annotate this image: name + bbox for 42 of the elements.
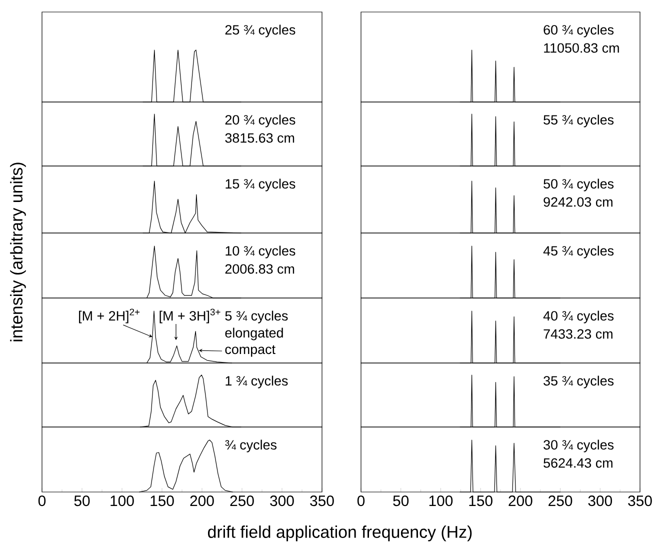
x-tick-label: 350 — [310, 496, 334, 506]
annotation: ¾ cycles — [225, 440, 277, 452]
x-tick-label: 300 — [270, 496, 294, 506]
annotation: 45 ¾ cycles — [543, 246, 614, 258]
x-tick-label: 150 — [150, 496, 174, 506]
x-tick-label: 250 — [548, 496, 572, 506]
text: 60 ¾ cycles — [544, 24, 614, 38]
x-tick-label: 0 — [38, 496, 46, 506]
annotation: 40 ¾ cycles — [543, 310, 614, 324]
x-tick-label: 150 — [469, 496, 492, 506]
annotation: 20 ¾ cycles — [225, 114, 296, 128]
text: 25 ¾ cycles — [225, 24, 296, 38]
annotation: [M + 2H]$^{2+}$ — [79, 308, 140, 324]
x-tick-label: 250 — [230, 496, 254, 506]
x-tick-label: 50 — [74, 496, 90, 506]
x-tick-label: 100 — [429, 496, 453, 506]
annotation: 5 ¾ cycles — [225, 310, 288, 324]
x-tick-label: 300 — [588, 496, 612, 506]
x-tick-label: 350 — [628, 496, 652, 506]
annotation: 9242.03 cm — [544, 197, 612, 207]
x-tick-label: 200 — [508, 496, 532, 506]
annotation: 2006.83 cm — [225, 264, 294, 274]
annotation: 10 ¾ cycles — [226, 246, 296, 258]
annotation: 5624.43 cm — [544, 458, 612, 468]
annotation: 11050.83 cm — [544, 43, 619, 53]
x-tick-label: 100 — [110, 496, 134, 506]
annotation: 50 ¾ cycles — [544, 178, 614, 192]
annotation: 3815.63 cm — [225, 133, 294, 143]
annotation: 7433.23 cm — [544, 329, 612, 339]
annotation: 55 ¾ cycles — [544, 114, 614, 128]
annotation: 15 ¾ cycles — [226, 178, 296, 192]
x-tick-label: 0 — [357, 496, 365, 506]
y-axis-title: intensity (arbitrary units) — [10, 162, 26, 342]
annotation: [M + 3H]$^{3+}$ — [160, 308, 220, 324]
annotation: 35 ¾ cycles — [544, 376, 614, 388]
annotation: 30 ¾ cycles — [544, 440, 614, 452]
x-tick-label: 200 — [190, 496, 214, 506]
annotation: compact — [225, 345, 276, 357]
x-tick-label: 50 — [393, 496, 409, 506]
annotation: elongated — [225, 328, 283, 340]
annotation: 1 ¾ cycles — [226, 376, 288, 388]
x-axis-title: drift field application frequency (Hz) — [208, 526, 472, 542]
